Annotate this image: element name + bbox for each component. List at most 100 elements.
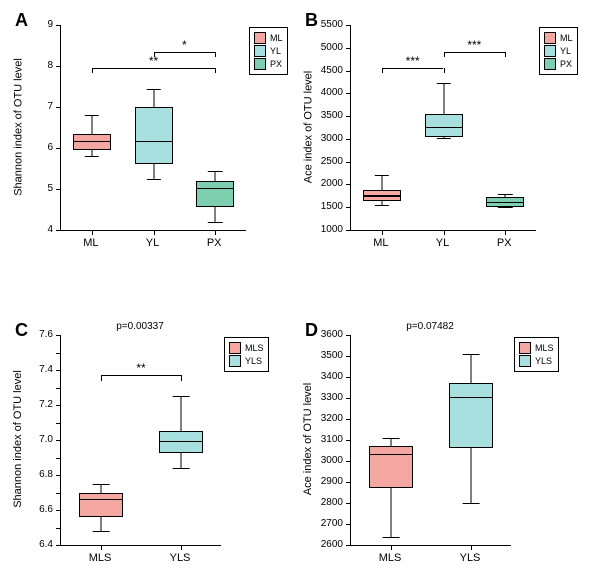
y-tick-label: 7.6 [39,329,53,340]
sig-bar [444,52,506,53]
plot-C: ** [60,335,221,546]
y-tick-label: 2500 [321,156,343,167]
y-tick [56,545,61,546]
legend-swatch [544,32,556,44]
legend-label: PX [560,59,572,69]
sig-label: ** [136,361,145,375]
legend-label: YL [560,46,571,56]
legend: MLS YLS [514,337,559,372]
box [363,190,401,201]
plot-B: *** *** [350,25,536,231]
y-tick-label: 6.4 [39,539,53,550]
y-tick [346,48,351,49]
x-tick-label: MLS [379,552,402,564]
x-tick-label: PX [497,237,512,249]
legend-label: PX [270,59,282,69]
y-tick-label: 3300 [321,392,343,403]
legend-item: YL [254,45,283,57]
y-tick [346,25,351,26]
y-tick-label: 6 [47,142,53,153]
y-tick-label: 2800 [321,497,343,508]
legend-item: YL [544,45,573,57]
legend-swatch [544,45,556,57]
y-tick [346,419,351,420]
boxplot-YLS [450,335,492,545]
legend-label: YLS [535,356,552,366]
p-value-text: p=0.00337 [116,321,164,332]
y-tick [56,528,61,529]
y-tick [346,139,351,140]
legend-label: ML [270,33,283,43]
y-tick [346,482,351,483]
legend: MLSYLS [224,337,269,372]
x-tick [154,230,155,235]
boxplot-ML [364,25,400,230]
y-tick [346,184,351,185]
x-tick [101,545,102,550]
y-tick-label: 3000 [321,455,343,466]
sig-bar [101,375,181,376]
y-tick-label: 3000 [321,133,343,144]
y-tick [56,405,61,406]
boxplot-ML [74,25,110,230]
y-tick [56,353,61,354]
x-tick [444,230,445,235]
y-tick-label: 3200 [321,413,343,424]
y-tick-label: 3500 [321,110,343,121]
y-tick [56,475,61,476]
y-tick-label: 5500 [321,19,343,30]
x-tick [471,545,472,550]
legend-item: PX [254,58,283,70]
y-tick-label: 7.4 [39,364,53,375]
legend-item: YLS [229,355,264,367]
legend-label: MLS [535,343,554,353]
y-tick-label: 1000 [321,224,343,235]
y-tick-label: 2600 [321,539,343,550]
y-tick [346,461,351,462]
x-tick-label: ML [83,237,98,249]
boxplot-MLS [80,335,122,545]
y-tick-label: 2900 [321,476,343,487]
y-axis-label: Ace index of OTU level [302,24,314,229]
sig-label: *** [406,54,420,68]
y-tick [346,524,351,525]
y-axis-label: Shannon index of OTU level [12,24,24,229]
x-tick [382,230,383,235]
y-tick [56,423,61,424]
y-tick [56,370,61,371]
y-tick [346,440,351,441]
y-tick [346,116,351,117]
y-tick [346,207,351,208]
y-tick [56,510,61,511]
legend-label: ML [560,33,573,43]
legend-swatch [254,58,266,70]
box [425,114,463,137]
y-tick [346,545,351,546]
y-tick [346,335,351,336]
legend-swatch [254,45,266,57]
sig-label: *** [467,38,481,52]
plot-D [350,335,511,546]
y-tick [56,66,61,67]
x-tick-label: YL [146,237,159,249]
x-tick-label: MLS [89,552,112,564]
y-tick-label: 7 [47,101,53,112]
y-tick-label: 4 [47,224,53,235]
y-tick [346,93,351,94]
legend-item: ML [254,32,283,44]
y-tick-label: 7.0 [39,434,53,445]
box [79,493,123,518]
y-tick-label: 6.6 [39,504,53,515]
y-tick [346,356,351,357]
x-tick-label: YLS [460,552,481,564]
y-tick [346,230,351,231]
y-tick [56,440,61,441]
plot-A: *** [60,25,246,231]
x-tick [505,230,506,235]
x-tick [391,545,392,550]
y-tick [346,503,351,504]
box [486,197,524,207]
y-tick [56,107,61,108]
y-axis-label: Ace index of OTU level [302,334,314,544]
x-tick-label: PX [207,237,222,249]
